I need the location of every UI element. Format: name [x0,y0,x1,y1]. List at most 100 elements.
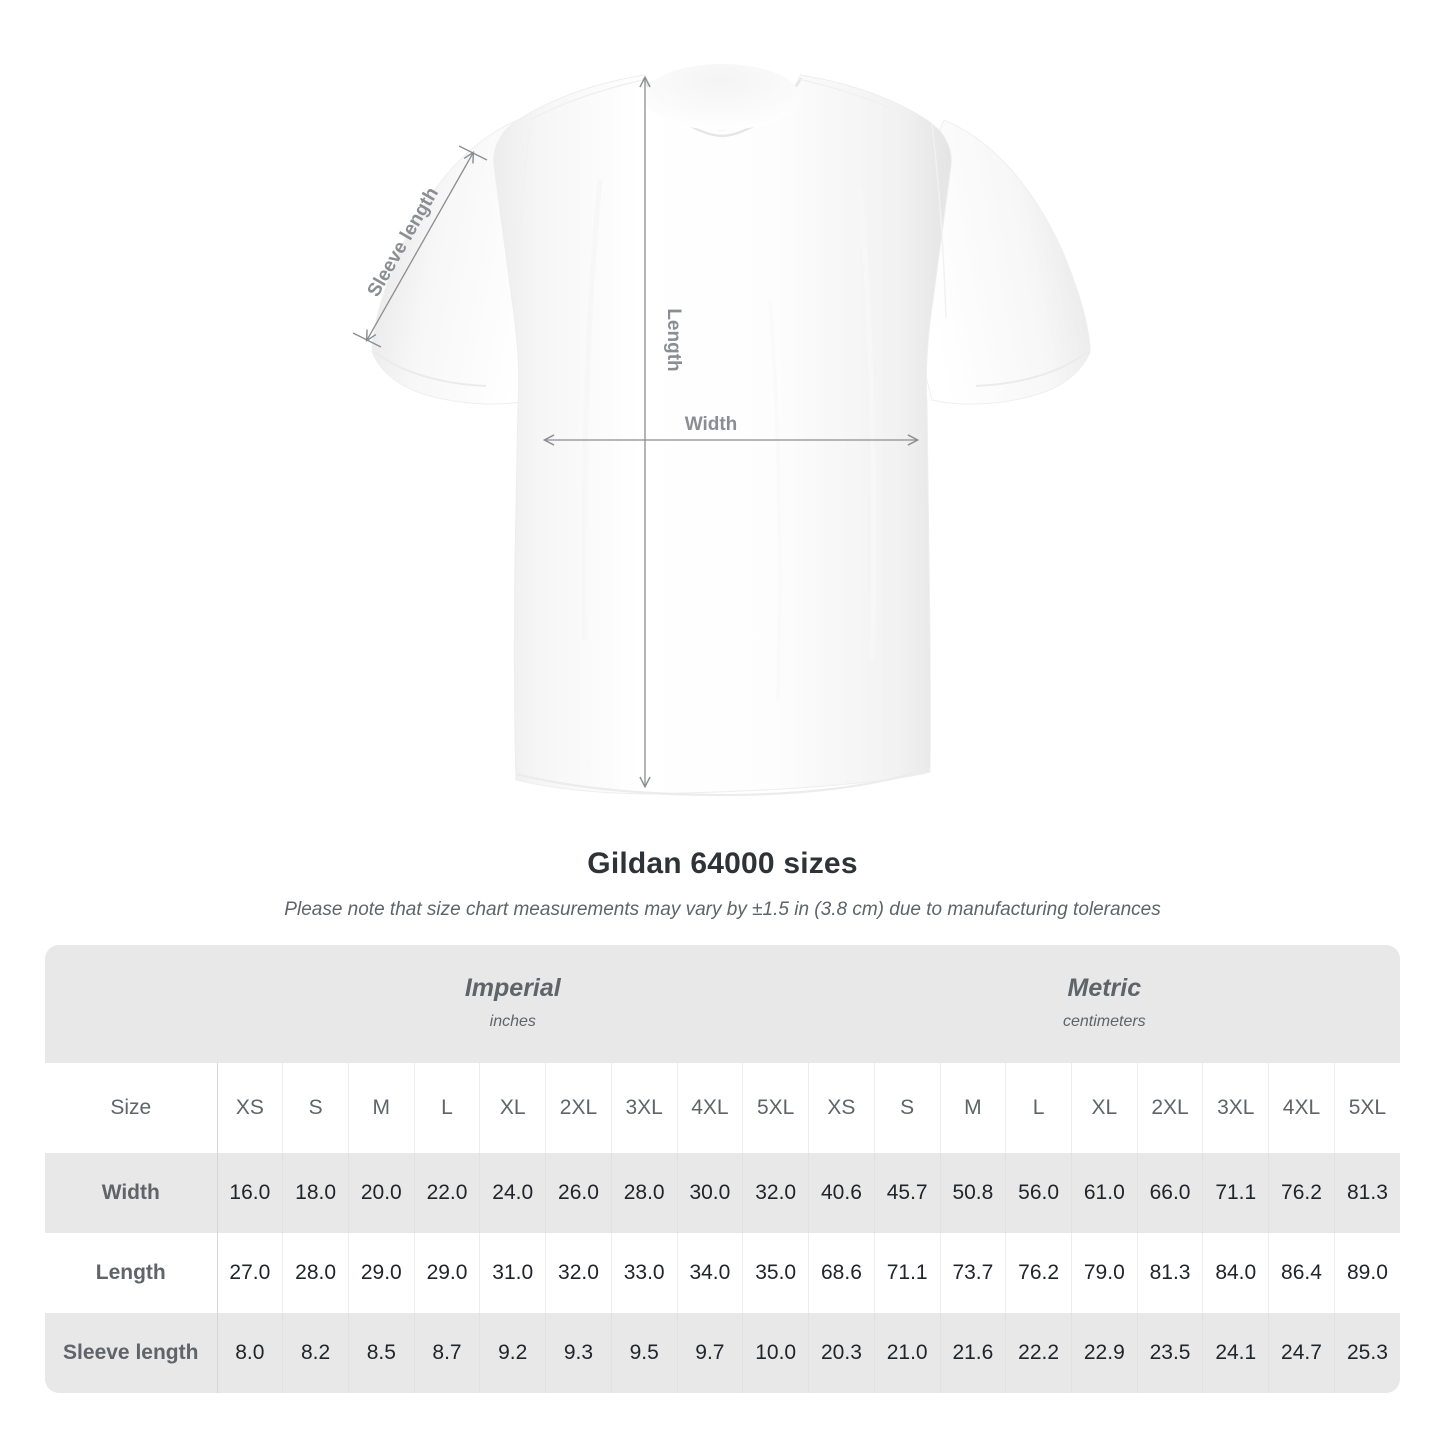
size-chart-table: Imperial inches Metric centimeters Size XS S M L… [45,945,1401,1393]
cell-sleeve-length-imperial-3xl: 9.5 [611,1313,678,1393]
unit-group-name: Metric [1067,974,1142,1002]
cell-width-metric-s: 45.7 [874,1153,941,1233]
unit-group-imperial: Imperial inches [217,945,809,1063]
neck-inner-shade [644,64,800,130]
cell-width-metric-3xl: 71.1 [1202,1153,1270,1233]
size-header-metric-5xl: 5XL [1334,1063,1401,1153]
cell-sleeve-length-imperial-s: 8.2 [282,1313,349,1393]
cell-length-imperial-5xl: 35.0 [742,1233,810,1313]
size-header-metric-l: L [1005,1063,1072,1153]
width-label: Width [685,414,738,435]
row-label-sleeve-length: Sleeve length [45,1313,218,1393]
tshirt-illustration: Sleeve length Length Width [352,64,1091,797]
cell-sleeve-length-imperial-4xl: 9.7 [677,1313,744,1393]
unit-group-name: Imperial [464,974,561,1002]
left-shoulder-seam [529,78,648,121]
sleeve-length-arrow [367,153,473,340]
cell-width-metric-l: 56.0 [1005,1153,1072,1233]
cell-width-metric-4xl: 76.2 [1268,1153,1335,1233]
cell-width-metric-m: 50.8 [940,1153,1007,1233]
size-header-metric-xs: XS [808,1063,875,1153]
size-header-metric-2xl: 2XL [1137,1063,1204,1153]
cell-length-imperial-xl: 31.0 [479,1233,547,1313]
cell-length-metric-xl: 79.0 [1071,1233,1138,1313]
fold-center [768,299,782,701]
unit-banner-spacer [45,945,217,1063]
size-header-imperial-s: S [282,1063,349,1153]
cell-length-metric-3xl: 84.0 [1202,1233,1270,1313]
cell-length-metric-s: 71.1 [874,1233,941,1313]
size-header-imperial-l: L [414,1063,481,1153]
size-chart-table-wrapper: Imperial inches Metric centimeters Size XS S M L… [45,945,1401,1393]
size-header-imperial-xl: XL [479,1063,547,1153]
size-header-imperial-xs: XS [217,1063,284,1153]
size-header-metric-xl: XL [1071,1063,1138,1153]
cell-length-imperial-xs: 27.0 [217,1233,284,1313]
bottom-hem [515,766,931,797]
unit-banner-row: Imperial inches Metric centimeters [45,945,1401,1063]
cell-width-imperial-5xl: 32.0 [742,1153,810,1233]
cell-sleeve-length-imperial-m: 8.5 [348,1313,415,1393]
cell-sleeve-length-imperial-2xl: 9.3 [545,1313,612,1393]
cell-sleeve-length-metric-l: 22.2 [1005,1313,1072,1393]
cell-sleeve-length-metric-5xl: 25.3 [1334,1313,1401,1393]
cell-sleeve-length-imperial-l: 8.7 [414,1313,481,1393]
unit-group-subtitle: inches [489,1013,536,1030]
right-sleeve [909,119,1091,405]
right-sleeve-hem [975,351,1088,387]
table-row: Width 16.0 18.0 20.0 22.0 24.0 26.0 28.0 30.0 32.… [45,1153,1401,1233]
size-header-metric-3xl: 3XL [1202,1063,1270,1153]
cell-length-metric-2xl: 81.3 [1137,1233,1204,1313]
size-header-imperial-4xl: 4XL [677,1063,744,1153]
fold-left [581,179,603,641]
unit-group-subtitle: centimeters [1062,1013,1146,1030]
cell-length-imperial-3xl: 33.0 [611,1233,678,1313]
cell-width-imperial-s: 18.0 [282,1153,349,1233]
cell-length-imperial-4xl: 34.0 [677,1233,744,1313]
row-label-length: Length [45,1233,218,1313]
cell-sleeve-length-imperial-xs: 8.0 [217,1313,284,1393]
cell-width-imperial-2xl: 26.0 [545,1153,612,1233]
cell-width-imperial-l: 22.0 [414,1153,481,1233]
cell-length-imperial-m: 29.0 [348,1233,415,1313]
cell-width-metric-xs: 40.6 [808,1153,875,1233]
left-armhole-seam [515,123,531,319]
cell-sleeve-length-metric-m: 21.6 [940,1313,1007,1393]
cell-width-imperial-xl: 24.0 [479,1153,547,1233]
size-header-imperial-m: M [348,1063,415,1153]
cell-sleeve-length-metric-3xl: 24.1 [1202,1313,1270,1393]
cell-sleeve-length-metric-4xl: 24.7 [1268,1313,1335,1393]
left-sleeve-hem [374,351,487,387]
cell-sleeve-length-metric-xs: 20.3 [808,1313,875,1393]
page-title: Gildan 64000 sizes [587,847,858,880]
cell-sleeve-length-metric-xl: 22.9 [1071,1313,1138,1393]
cell-sleeve-length-imperial-5xl: 10.0 [742,1313,810,1393]
cell-width-metric-5xl: 81.3 [1334,1153,1401,1233]
right-armhole-seam [931,123,947,319]
size-header-imperial-5xl: 5XL [742,1063,810,1153]
cell-sleeve-length-metric-s: 21.0 [874,1313,941,1393]
cell-length-metric-l: 76.2 [1005,1233,1072,1313]
cell-width-metric-xl: 61.0 [1071,1153,1138,1233]
tolerance-note: Please note that size chart measurements… [284,899,1161,920]
cell-sleeve-length-imperial-xl: 9.2 [479,1313,547,1393]
garment-diagram: Sleeve length Length Width [352,64,1091,797]
cell-width-imperial-m: 20.0 [348,1153,415,1233]
chart-heading: Gildan 64000 sizes Please note that size… [0,845,1445,923]
size-header-imperial-3xl: 3XL [611,1063,678,1153]
table-row: Sleeve length 8.0 8.2 8.5 8.7 9.2 9.3 9.5 9.7 10.… [45,1313,1401,1393]
cell-width-imperial-4xl: 30.0 [677,1153,744,1233]
cell-sleeve-length-metric-2xl: 23.5 [1137,1313,1204,1393]
cell-length-imperial-s: 28.0 [282,1233,349,1313]
size-header-imperial-2xl: 2XL [545,1063,612,1153]
cell-length-imperial-2xl: 32.0 [545,1233,612,1313]
right-shoulder-seam [797,78,916,121]
size-header-metric-s: S [874,1063,941,1153]
fold-right [857,189,876,661]
table-row: Length 27.0 28.0 29.0 29.0 31.0 32.0 33.0 34.0 35… [45,1233,1401,1313]
cell-length-metric-m: 73.7 [940,1233,1007,1313]
cell-width-metric-2xl: 66.0 [1137,1153,1204,1233]
size-header-label: Size [45,1063,218,1153]
cell-length-imperial-l: 29.0 [414,1233,481,1313]
